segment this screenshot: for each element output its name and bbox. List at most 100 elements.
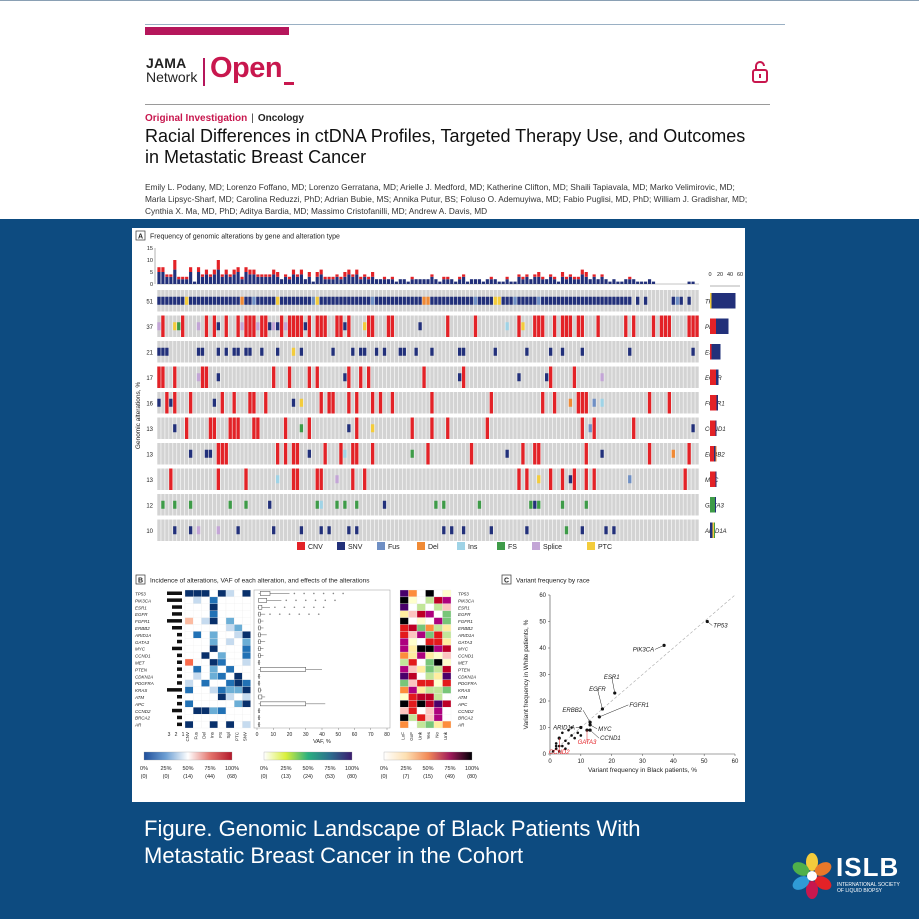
oncoprint-cell bbox=[177, 494, 181, 516]
oncoprint-cell bbox=[426, 315, 430, 337]
type-heatmap-cell bbox=[242, 638, 251, 646]
side-bar-segment bbox=[714, 446, 716, 462]
oncoprint-cell bbox=[600, 417, 604, 439]
oncoprint-cell bbox=[177, 519, 181, 541]
oncoprint-cell bbox=[588, 392, 592, 414]
legend-label: CNV bbox=[308, 544, 323, 551]
snv-cell bbox=[461, 296, 466, 305]
effect-heatmap-cell bbox=[433, 603, 443, 611]
top-bar bbox=[588, 279, 592, 284]
vaf-outlier bbox=[293, 606, 296, 609]
oncoprint-cell bbox=[647, 366, 652, 388]
islb-logo[interactable]: ISLB INTERNATIONAL SOCIETY OF LIQUID BIO… bbox=[790, 850, 915, 906]
snv-cell bbox=[161, 347, 165, 356]
fus-cell bbox=[675, 296, 679, 305]
oncoprint-cell bbox=[541, 494, 545, 516]
oncoprint-cell bbox=[323, 392, 327, 414]
oncoprint-cell bbox=[624, 519, 628, 541]
cnv-cell bbox=[517, 468, 521, 490]
type-heatmap-cell bbox=[184, 665, 194, 673]
oncoprint-cell bbox=[232, 519, 236, 541]
oncoprint-cell bbox=[323, 468, 327, 490]
open-lock-icon[interactable] bbox=[750, 60, 770, 84]
scatter-leader-line bbox=[654, 645, 665, 650]
effect-heatmap-cell bbox=[408, 707, 418, 715]
top-bar bbox=[537, 272, 541, 277]
count-bar bbox=[177, 653, 182, 658]
effect-heatmap-cell bbox=[416, 651, 426, 660]
effect-heatmap-cell bbox=[408, 714, 418, 722]
snv-cell bbox=[374, 296, 379, 305]
cnv-cell bbox=[537, 443, 541, 465]
type-heatmap-cell bbox=[217, 603, 227, 611]
top-bar bbox=[560, 276, 565, 284]
oncoprint-cell bbox=[643, 468, 648, 490]
cnv-cell bbox=[533, 315, 537, 337]
oncoprint-cell bbox=[363, 443, 367, 465]
oncoprint-cell bbox=[434, 468, 438, 490]
oncoprint-cell bbox=[181, 519, 185, 541]
scatter-cluster-point bbox=[576, 731, 580, 735]
oncoprint-cell bbox=[612, 443, 616, 465]
scatter-cluster-point bbox=[570, 734, 573, 737]
oncoprint-cell bbox=[639, 519, 644, 541]
effect-heatmap-cell bbox=[399, 672, 409, 680]
panel-a-title: Frequency of genomic alterations by gene… bbox=[150, 234, 340, 241]
oncoprint-cell bbox=[442, 392, 446, 414]
oncoprint-cell bbox=[663, 290, 668, 312]
snv-cell bbox=[374, 347, 379, 356]
top-bar bbox=[248, 269, 252, 275]
oncoprint-cell bbox=[291, 417, 296, 439]
oncoprint-cell bbox=[683, 417, 687, 439]
effect-heatmap-cell bbox=[399, 700, 409, 708]
vaf-outlier bbox=[304, 599, 307, 602]
effect-heatmap-cell bbox=[425, 672, 435, 680]
snv-cell bbox=[343, 322, 347, 331]
oncoprint-cell bbox=[592, 315, 596, 337]
snv-cell bbox=[196, 347, 201, 356]
oncoprint-cell bbox=[378, 443, 383, 465]
cnv-cell bbox=[461, 366, 466, 388]
oncoprint-cell bbox=[196, 417, 201, 439]
oncoprint-cell bbox=[509, 519, 513, 541]
type-heatmap-cell bbox=[209, 679, 218, 687]
cnv-cell bbox=[291, 315, 296, 337]
oncoprint-cell bbox=[422, 417, 426, 439]
snv-cell bbox=[600, 449, 604, 458]
oncoprint-cell bbox=[414, 417, 418, 439]
top-bar bbox=[525, 274, 529, 277]
oncoprint-cell bbox=[268, 366, 272, 388]
top-bar bbox=[268, 276, 272, 284]
oncoprint-cell bbox=[279, 443, 284, 465]
oncoprint-cell bbox=[497, 366, 501, 388]
oncoprint-cell bbox=[200, 315, 205, 337]
section-name[interactable]: Original Investigation bbox=[145, 113, 248, 124]
oncoprint-cell bbox=[663, 494, 668, 516]
cnv-cell bbox=[256, 417, 260, 439]
oncoprint-cell bbox=[390, 494, 395, 516]
vaf-box bbox=[258, 680, 260, 686]
topic-name[interactable]: Oncology bbox=[257, 113, 304, 124]
oncoprint-cell bbox=[299, 468, 304, 490]
effect-heatmap-cell bbox=[416, 624, 426, 632]
top-bar bbox=[248, 274, 252, 284]
oncoprint-cell bbox=[671, 519, 675, 541]
cnv-cell bbox=[169, 468, 173, 490]
oncoprint-cell bbox=[529, 315, 533, 337]
fus-cell bbox=[311, 296, 315, 305]
oncoprint-cell bbox=[216, 494, 220, 516]
type-heatmap-cell bbox=[193, 658, 202, 667]
fus-cell bbox=[588, 424, 592, 433]
jama-network-open-logo[interactable]: JAMA Network Open ▬ bbox=[146, 52, 346, 91]
snv-cell bbox=[584, 296, 588, 305]
top-bar bbox=[236, 267, 240, 272]
top-bar bbox=[268, 274, 272, 277]
top-bar bbox=[189, 272, 193, 284]
oncoprint-cell bbox=[675, 519, 679, 541]
effect-heatmap-cell bbox=[425, 714, 435, 722]
del-cell bbox=[568, 398, 573, 407]
panel-c-y-tick: 20 bbox=[539, 699, 546, 705]
oncoprint-cell bbox=[679, 315, 683, 337]
logo-network-text: Network bbox=[146, 69, 198, 85]
effect-heatmap-cell bbox=[425, 624, 435, 632]
